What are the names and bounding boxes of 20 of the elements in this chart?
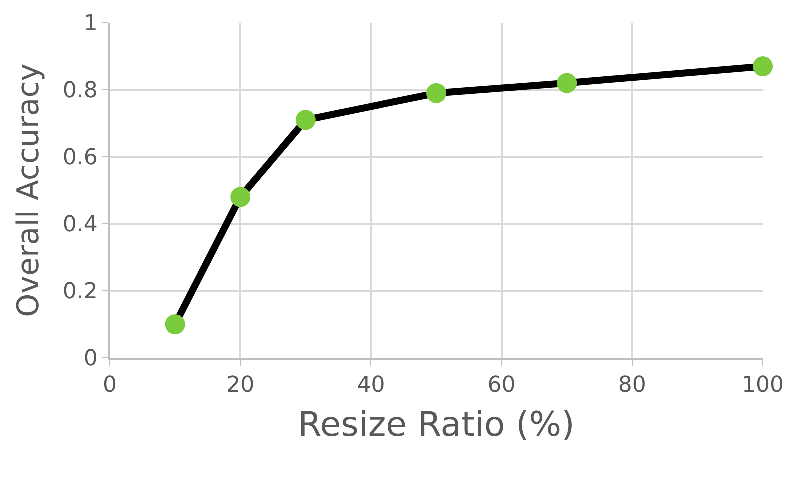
x-tick-label: 20 — [226, 373, 255, 398]
y-axis-title: Overall Accuracy — [11, 64, 46, 318]
point — [230, 187, 251, 208]
point — [753, 56, 773, 77]
point — [296, 110, 316, 130]
point — [557, 73, 578, 94]
x-tick-label: 40 — [357, 373, 386, 398]
x-tick-label: 100 — [742, 373, 784, 398]
y-tick-label: 0.4 — [62, 212, 98, 238]
y-tick-label: 1 — [84, 12, 98, 37]
point — [426, 83, 446, 104]
point — [165, 314, 186, 334]
x-tick-label: 80 — [618, 373, 646, 398]
y-tick-label: 0.2 — [62, 280, 98, 305]
x-tick-label: 60 — [488, 373, 516, 398]
x-tick-label: 0 — [103, 373, 117, 398]
y-tick-label: 0.8 — [62, 78, 98, 104]
y-tick-label: 0.6 — [62, 146, 98, 171]
x-axis-title: Resize Ratio (%) — [298, 404, 575, 445]
y-tick-label: 0 — [84, 346, 98, 372]
